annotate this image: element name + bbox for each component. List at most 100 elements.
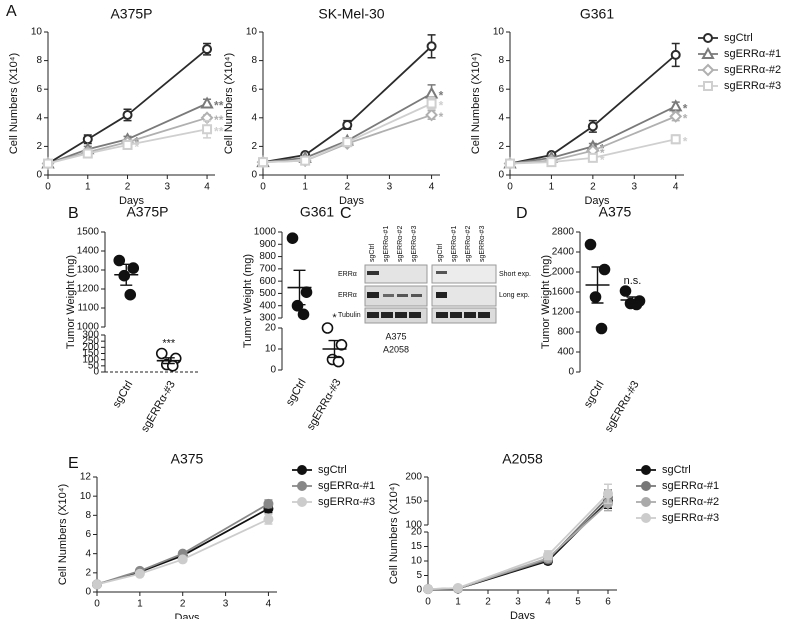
y-tick-label: 10 — [246, 27, 258, 38]
significance: * — [600, 142, 605, 156]
marker — [603, 488, 613, 499]
marker — [82, 134, 93, 145]
y-tick-label: 20 — [265, 323, 277, 334]
legend-label: sgERRα-#2 — [662, 496, 719, 508]
series-line — [47, 48, 208, 165]
y-tick-label: 200 — [82, 342, 99, 353]
y-tick-label: 600 — [259, 276, 276, 287]
x-tick-label: 0 — [45, 182, 51, 193]
y-tick-label: 6 — [36, 84, 42, 95]
marker — [202, 124, 213, 135]
y-tick-label: 0 — [93, 367, 99, 378]
data-point — [127, 262, 140, 274]
marker — [122, 139, 133, 150]
y-tick-label: 2400 — [552, 247, 575, 258]
legend-label: sgERRα-#2 — [724, 64, 781, 76]
chart-title: A375 — [171, 451, 204, 467]
marker — [122, 109, 133, 120]
significance: *** — [162, 337, 176, 349]
x-tick-label: 2 — [180, 599, 186, 610]
significance: * — [600, 146, 605, 160]
band — [478, 312, 490, 318]
x-tick-label: 1 — [549, 182, 555, 193]
x-tick-label: 3 — [515, 597, 521, 608]
series-line — [509, 105, 677, 165]
lane-label: sgERRα-#3 — [411, 226, 418, 262]
marker — [701, 46, 715, 59]
marker — [43, 158, 53, 169]
marker — [703, 81, 713, 91]
y-tick-label: 4 — [36, 112, 42, 123]
y-tick-label: 6 — [251, 84, 257, 95]
panel-label: D — [516, 205, 528, 222]
blot-panel — [364, 264, 428, 284]
data-point — [124, 288, 137, 301]
marker — [641, 513, 651, 523]
cell-line-label: A2058 — [383, 344, 409, 354]
band — [367, 312, 379, 318]
blot-panel — [364, 285, 428, 307]
legend-label: sgCtrl — [662, 464, 691, 476]
data-point — [118, 269, 131, 282]
y-tick-label: 8 — [36, 55, 42, 66]
band — [397, 294, 408, 297]
marker — [426, 41, 437, 52]
marker — [177, 554, 188, 565]
significance: ** — [214, 124, 224, 138]
data-point — [113, 254, 126, 267]
band — [436, 271, 447, 274]
y-tick-label: 0 — [251, 170, 257, 181]
y-tick-label: 10 — [493, 27, 505, 38]
x-tick-label: 4 — [545, 597, 551, 608]
y-tick-label: 8 — [251, 55, 257, 66]
y-tick-label: 2 — [498, 141, 504, 152]
y-tick-label: 400 — [259, 300, 276, 311]
marker — [134, 568, 145, 579]
significance: n.s. — [624, 275, 642, 287]
chart-title: SK-Mel-30 — [318, 6, 384, 22]
legend-label: sgERRα-#3 — [662, 512, 719, 524]
significance: * — [135, 140, 140, 154]
x-tick-label: sgERRα-#3 — [603, 379, 642, 434]
y-tick-label: 0 — [416, 585, 422, 596]
panel-label: C — [340, 205, 352, 222]
x-axis-label: Days — [174, 612, 200, 619]
y-tick-label: 10 — [265, 344, 277, 355]
y-tick-label: 300 — [82, 330, 99, 341]
chart-title: G361 — [580, 6, 614, 22]
y-tick-label: 300 — [259, 313, 276, 324]
series-line — [96, 503, 269, 586]
y-axis-label: Cell Numbers (X10⁴) — [388, 483, 400, 584]
marker — [425, 108, 438, 122]
marker — [453, 582, 463, 593]
series-line — [47, 102, 208, 165]
x-axis-label: Days — [510, 610, 536, 619]
series-line — [509, 138, 676, 165]
sem-bar — [591, 266, 604, 304]
x-tick-label: sgERRα-#3 — [305, 377, 344, 432]
y-tick-label: 2 — [36, 141, 42, 152]
y-tick-label: 200 — [405, 472, 422, 483]
series-line — [427, 493, 609, 591]
band — [367, 292, 379, 298]
x-tick-label: 2 — [590, 182, 596, 193]
data-point — [155, 347, 168, 360]
band — [450, 312, 462, 318]
y-axis-label: Tumor Weight (mg) — [65, 255, 77, 349]
data-point — [584, 238, 597, 251]
marker — [300, 155, 311, 166]
significance: ** — [214, 99, 224, 113]
y-axis-label: Cell Numbers (X10⁴) — [57, 484, 69, 585]
marker — [641, 497, 651, 507]
x-tick-label: 0 — [94, 599, 100, 610]
marker — [297, 497, 307, 507]
lane-label: sgERRα-#2 — [397, 226, 404, 262]
legend-label: sgCtrl — [318, 464, 347, 476]
y-tick-label: 150 — [405, 496, 422, 507]
cell-line-label: A375 — [385, 331, 406, 341]
x-tick-label: 1 — [137, 599, 143, 610]
x-tick-label: 4 — [204, 182, 210, 193]
y-tick-label: 1200 — [77, 284, 100, 295]
chart-title: A2058 — [502, 451, 543, 467]
